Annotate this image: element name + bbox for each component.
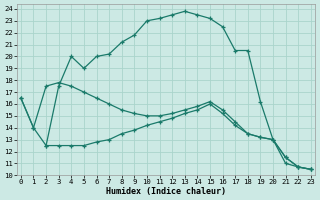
X-axis label: Humidex (Indice chaleur): Humidex (Indice chaleur)	[106, 187, 226, 196]
